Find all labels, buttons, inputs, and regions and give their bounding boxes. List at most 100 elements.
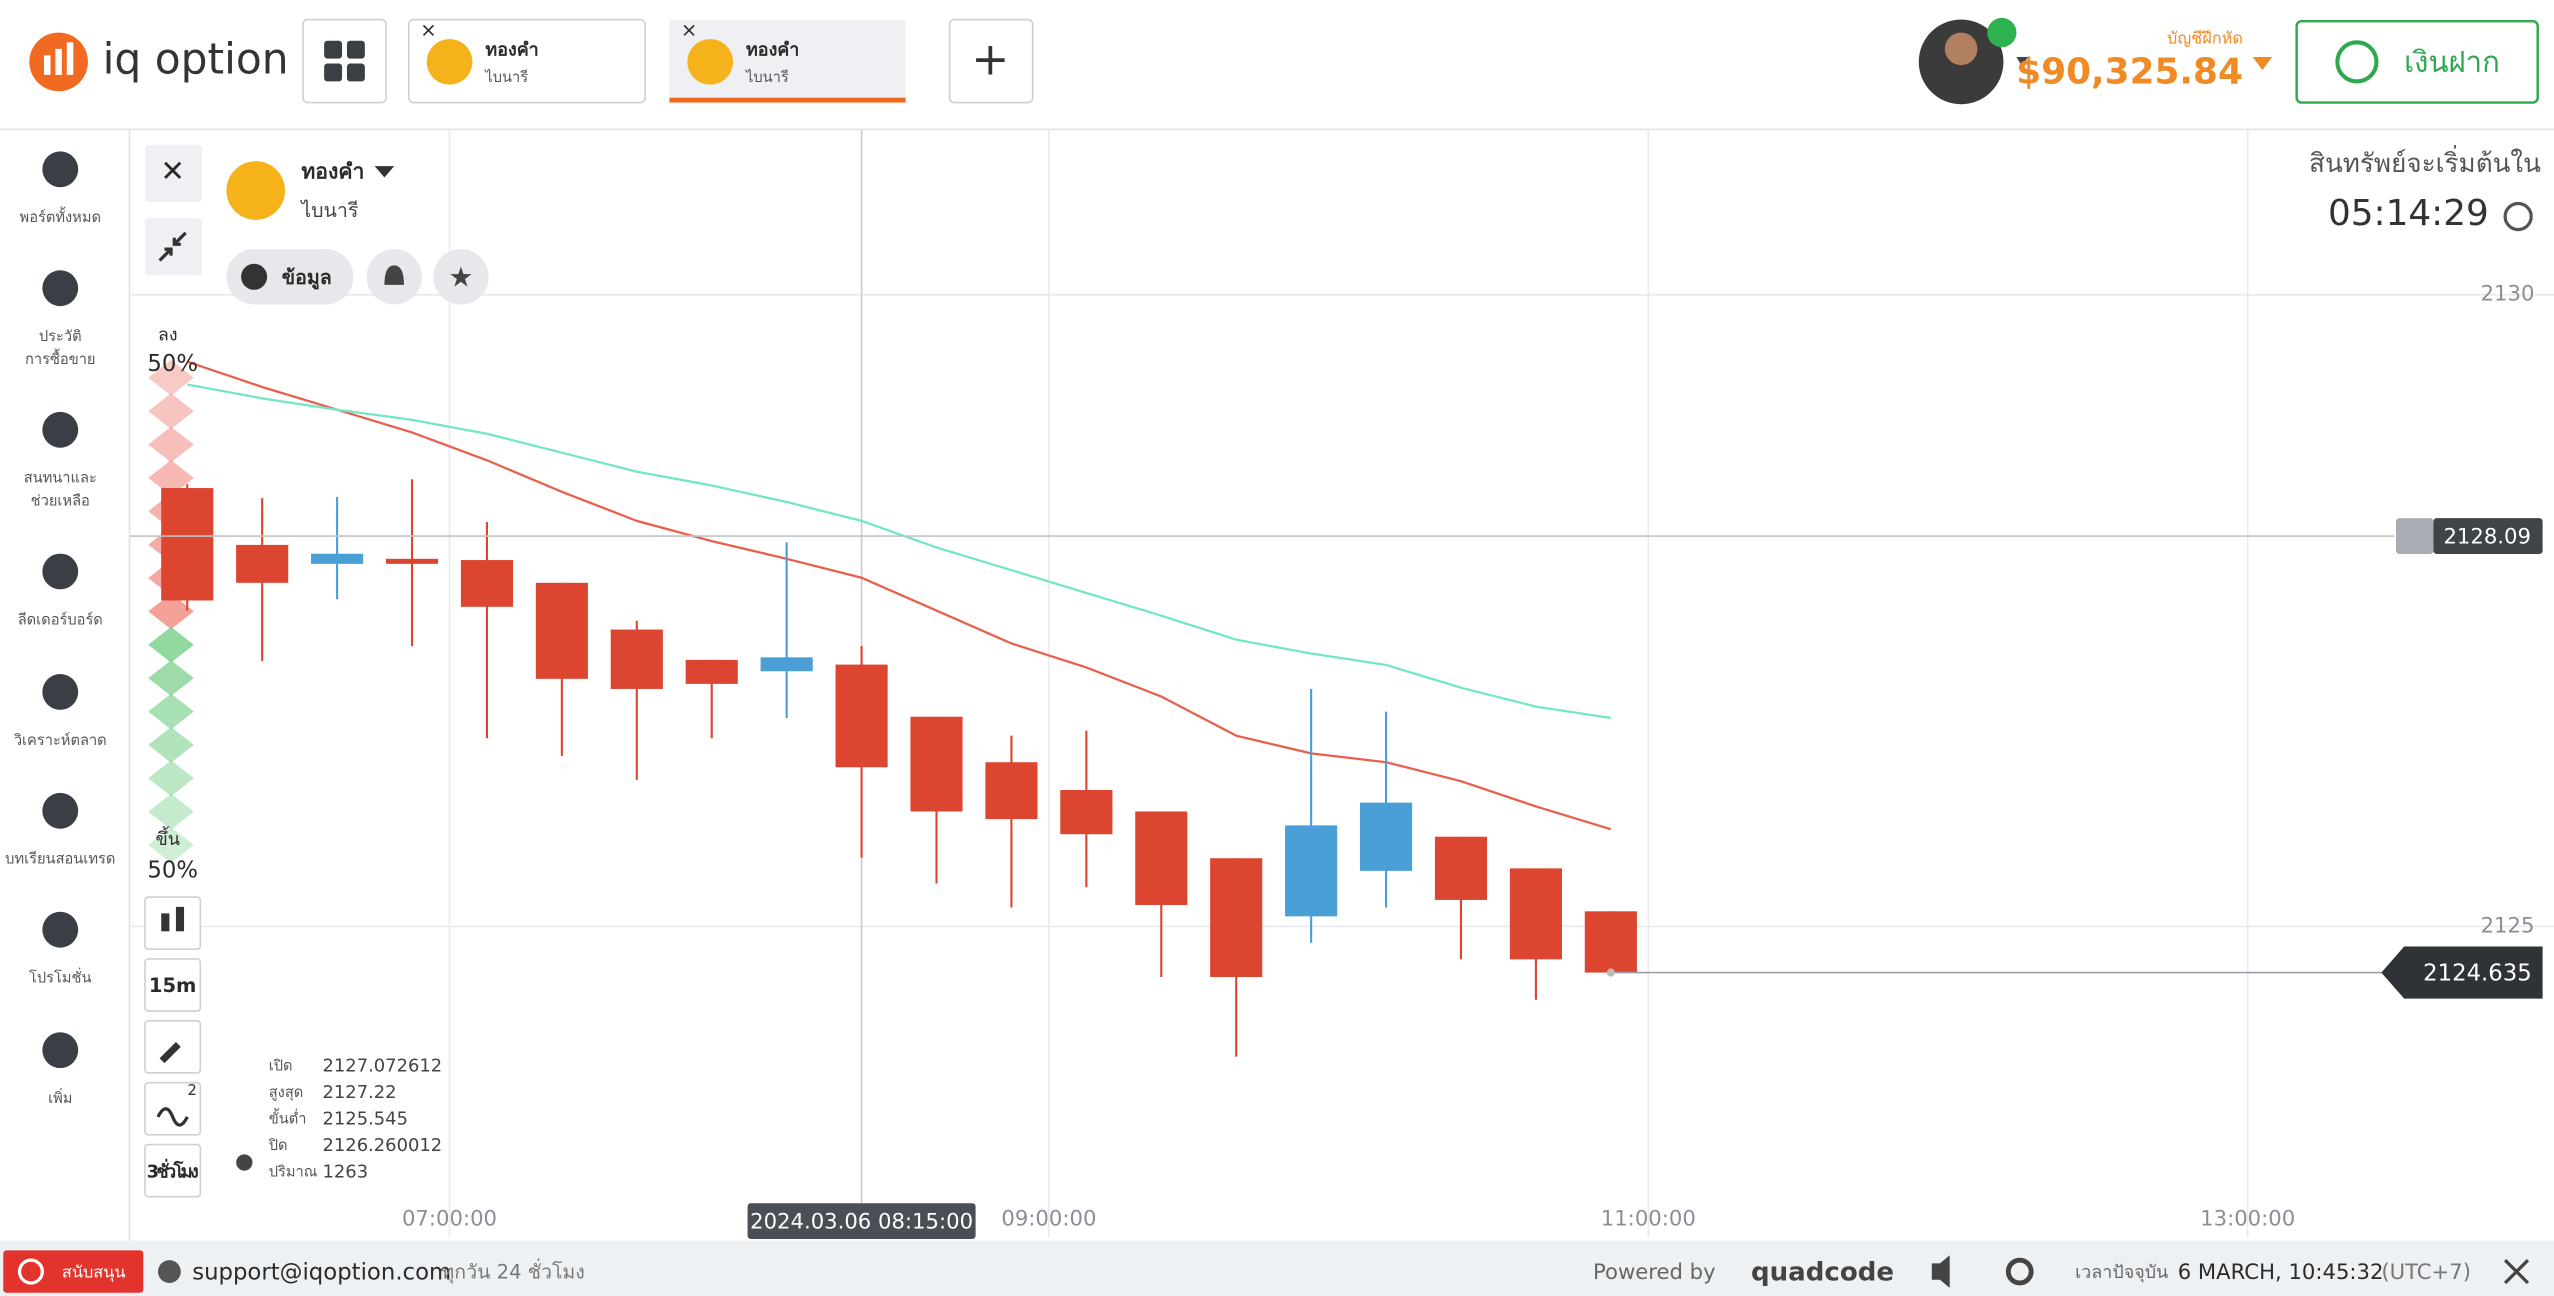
current-price: 2124.635 xyxy=(2423,961,2532,987)
ohlc-panel: เปิด 2127.072612 สูงสุด 2127.22 ขั้นต่ำ 2125.… xyxy=(268,1055,443,1182)
tab-icon xyxy=(426,39,473,85)
candle-body xyxy=(1135,811,1188,905)
candle-body xyxy=(460,560,514,607)
sentiment-diamond xyxy=(148,827,194,863)
sidebar-icon[interactable] xyxy=(42,270,79,307)
sidebar-label[interactable]: บทเรียนสอนเทรด xyxy=(5,851,115,868)
wave xyxy=(156,1107,189,1127)
account-label: บัญชีฝึกหัด xyxy=(2167,29,2243,48)
price-box xyxy=(2381,946,2543,999)
tab-close[interactable]: × xyxy=(420,18,436,41)
candle-body xyxy=(1359,802,1413,871)
candle-body xyxy=(1509,868,1562,960)
x-tick-label: 09:00:00 xyxy=(1001,1205,1096,1230)
ohlc-value: 2127.22 xyxy=(323,1082,397,1103)
sidebar-label[interactable]: การซื้อขาย xyxy=(25,348,96,368)
caret[interactable] xyxy=(2016,56,2028,67)
sidebar-icon[interactable] xyxy=(42,1032,79,1069)
sentiment-diamond xyxy=(148,660,194,697)
sidebar-icon[interactable] xyxy=(42,553,79,590)
chart: 07:00:00 09:00:00 11:00:00 13:00:00 2125 2130… xyxy=(130,130,2554,1240)
tab-close[interactable]: × xyxy=(681,18,697,41)
fullscreen-icon[interactable] xyxy=(2503,1259,2530,1285)
info-button[interactable] xyxy=(226,249,354,305)
sentiment-diamond xyxy=(148,393,194,430)
powered-by: Powered by xyxy=(1593,1259,1716,1284)
period-button[interactable] xyxy=(144,1143,202,1198)
period: 3ชั่วโมง xyxy=(147,1158,199,1182)
balance[interactable]: $90,325.84 xyxy=(2016,51,2243,92)
sidebar-icon[interactable] xyxy=(42,411,79,448)
icon xyxy=(175,906,185,932)
sentiment-diamond xyxy=(148,726,194,763)
candle-body xyxy=(835,664,888,768)
candle-body xyxy=(985,762,1038,820)
icon xyxy=(324,63,343,82)
down-label: ลง xyxy=(158,324,178,345)
settings-icon[interactable] xyxy=(2005,1257,2034,1286)
sidebar-icon[interactable] xyxy=(42,674,79,710)
sidebar-label[interactable]: สนทนาและ xyxy=(24,470,97,487)
icon xyxy=(346,63,365,82)
logo-bar xyxy=(55,48,62,75)
sidebar-label[interactable]: ลีดเดอร์บอร์ด xyxy=(18,611,103,628)
tab-title: ทองคำ xyxy=(746,39,799,60)
logo-bar xyxy=(43,55,51,75)
sentiment-diamond xyxy=(148,626,194,663)
candle-body xyxy=(610,629,663,689)
candle-body xyxy=(910,716,963,812)
caret[interactable] xyxy=(374,166,395,178)
ohlc-label: ปริมาณ xyxy=(269,1164,318,1181)
x-tick-label: 13:00:00 xyxy=(2200,1205,2295,1230)
icon xyxy=(346,40,365,59)
icon xyxy=(324,40,343,59)
timer-icon xyxy=(2503,201,2533,232)
alert-bell[interactable] xyxy=(2396,518,2434,554)
sentiment-diamond xyxy=(148,359,194,396)
favorite-button[interactable] xyxy=(433,249,489,305)
footer xyxy=(0,1240,2554,1296)
asset-tab-active[interactable] xyxy=(669,19,906,103)
sidebar-icon[interactable] xyxy=(42,151,79,188)
candle-body xyxy=(1210,858,1263,977)
caret[interactable] xyxy=(2252,56,2273,71)
up-label: ขึ้น xyxy=(156,826,180,850)
sidebar-label[interactable]: ประวัติ xyxy=(39,328,82,345)
collapse-chart[interactable] xyxy=(144,218,202,276)
candle-body xyxy=(311,553,364,564)
grid-button[interactable] xyxy=(302,18,387,104)
sidebar-label[interactable]: พอร์ตทั้งหมด xyxy=(20,206,101,226)
logo-bar xyxy=(66,42,74,75)
asset-icon xyxy=(226,161,286,220)
sidebar-label[interactable]: โปรโมชั่น xyxy=(29,968,91,987)
mute-icon[interactable] xyxy=(1931,1255,1950,1288)
sidebar-label[interactable]: ช่วยเหลือ xyxy=(31,492,90,509)
tab-underline xyxy=(669,97,906,103)
candle-body xyxy=(1285,825,1338,917)
sidebar-label[interactable]: เพิ่ม xyxy=(48,1088,72,1107)
candle-body xyxy=(1584,911,1637,973)
chart-type-button[interactable] xyxy=(144,896,202,951)
asset-tab[interactable] xyxy=(408,18,646,104)
chat-icon xyxy=(17,1258,44,1285)
support-email[interactable]: support@iqoption.com xyxy=(192,1260,451,1286)
help-icon[interactable] xyxy=(236,1154,253,1171)
logo-text[interactable]: iq option xyxy=(103,34,289,83)
support-label: สนับสนุน xyxy=(62,1263,126,1283)
indicators-button[interactable] xyxy=(144,1081,202,1136)
timezone: (UTC+7) xyxy=(2381,1259,2471,1284)
sidebar-icon[interactable] xyxy=(42,792,79,829)
sidebar-label[interactable]: วิเคราะห์ตลาด xyxy=(13,732,107,749)
asset-name[interactable]: ทองคำ xyxy=(301,159,364,184)
close-chart[interactable] xyxy=(144,144,202,202)
timeframe-button[interactable] xyxy=(144,958,202,1012)
add-tab[interactable] xyxy=(948,18,1034,104)
tab-title: ทองคำ xyxy=(485,39,538,60)
sentiment-diamond xyxy=(148,793,194,830)
indicator-count: 2 xyxy=(188,1082,197,1099)
asset-type: ไบนารี xyxy=(299,199,358,222)
icon xyxy=(161,913,170,932)
cursor-box xyxy=(747,1203,976,1240)
sidebar-icon[interactable] xyxy=(42,911,79,948)
tab-icon xyxy=(687,39,733,85)
